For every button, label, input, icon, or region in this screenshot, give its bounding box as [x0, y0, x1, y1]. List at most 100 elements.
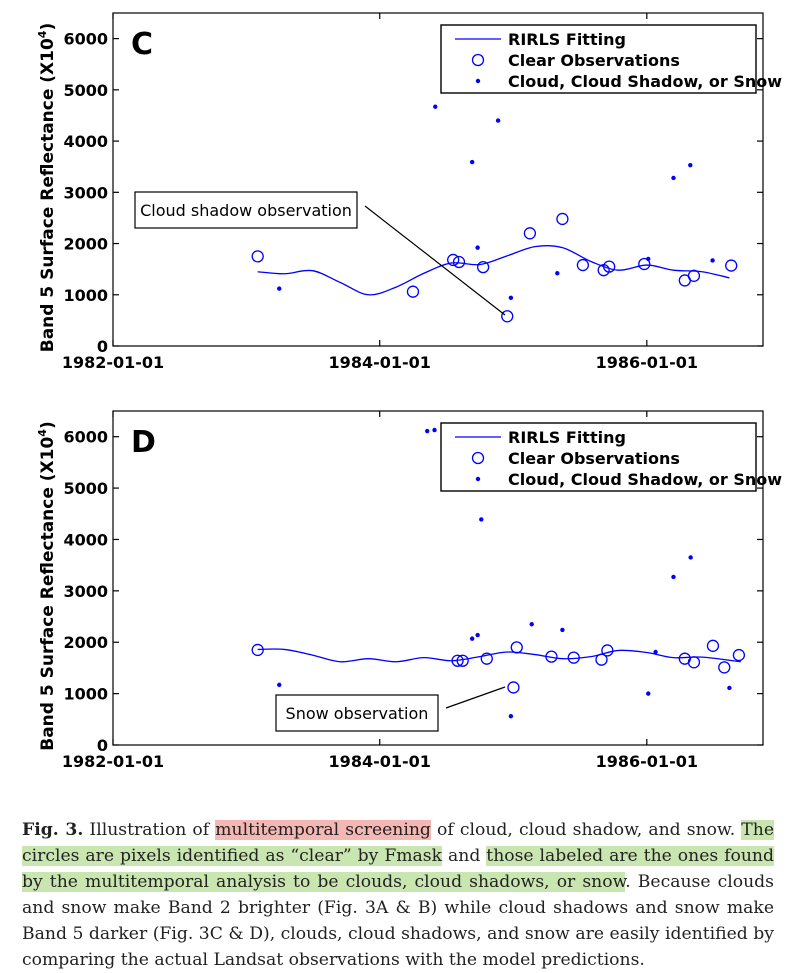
cloud-shadow-snow-point: [727, 685, 732, 691]
y-tick-label: 4000: [63, 132, 108, 151]
clear-observation-point: [452, 255, 466, 269]
clear-observation-point: [451, 654, 464, 667]
y-tick-label: 2000: [63, 633, 108, 652]
x-tick-label: 1984-01-01: [329, 752, 431, 771]
y-tick-label: 5000: [63, 81, 108, 100]
cloud-shadow-snow-point: [433, 104, 438, 109]
clear-observation-point: [510, 641, 523, 654]
clear-observation-point: [638, 257, 651, 271]
clear-observation-point: [501, 310, 514, 323]
y-tick-label: 6000: [63, 428, 108, 447]
clear-observation-point: [556, 212, 569, 226]
clear-observation-point: [251, 250, 264, 263]
cloud-shadow-snow-point: [479, 517, 484, 522]
legend-circle-swatch: [471, 53, 485, 67]
clear-observation-point: [567, 651, 580, 664]
x-tick-label: 1982-01-01: [62, 752, 164, 771]
legend-entry: Clear Observations: [508, 449, 680, 468]
clear-observation-point: [480, 652, 493, 665]
cloud-shadow-snow-point: [671, 175, 676, 181]
legend-entry: Cloud, Cloud Shadow, or Snow: [508, 72, 782, 91]
legend-dot-swatch: [475, 476, 481, 482]
y-tick-label: 3000: [63, 582, 108, 601]
clear-observation-point: [687, 269, 701, 282]
cloud-shadow-snow-point: [475, 245, 480, 250]
cloud-shadow-snow-point: [508, 714, 514, 719]
clear-observation-point: [251, 643, 264, 657]
cloud-shadow-snow-point: [432, 427, 437, 433]
annotation-text: Snow observation: [286, 704, 429, 723]
cloud-shadow-snow-point: [671, 574, 676, 580]
cloud-shadow-snow-point: [646, 256, 651, 262]
rirls-fitting-line: [257, 245, 730, 296]
x-tick-label: 1986-01-01: [596, 752, 698, 771]
legend-box: [440, 24, 757, 94]
clear-observation-point: [725, 259, 738, 272]
y-tick-label: 2000: [63, 235, 108, 254]
figure-caption: Fig. 3. Illustration of multitemporal sc…: [22, 817, 774, 973]
y-tick-label: 1000: [63, 286, 108, 305]
legend-dot-swatch: [475, 78, 481, 84]
clear-observation-point: [523, 227, 537, 240]
legend: RIRLS Fitting Clear Observations Cloud, Cl…: [440, 422, 782, 492]
clear-observation-point: [595, 653, 608, 666]
clear-observation-point: [687, 656, 701, 669]
plot-area: [112, 410, 764, 746]
y-tick-label: 1000: [63, 685, 108, 704]
panel-letter: D: [131, 425, 156, 460]
clear-observation-point: [576, 258, 590, 272]
clear-observation-point: [406, 285, 420, 298]
caption-text-1: Illustration of: [83, 820, 216, 841]
cloud-shadow-snow-point: [646, 691, 651, 696]
caption-text-3: and: [442, 846, 487, 867]
y-tick-label: 3000: [63, 183, 108, 202]
cloud-shadow-snow-point: [653, 649, 658, 655]
legend-circle-swatch: [471, 451, 485, 465]
clear-observation-point: [456, 654, 469, 667]
panel-letter: C: [131, 27, 153, 62]
legend: RIRLS Fitting Clear Observations Cloud, Cl…: [440, 24, 782, 94]
chart-panel-d: 0 1000 2000 3000 4000 5000 6000 1982-01-01 1984-…: [36, 410, 782, 771]
cloud-shadow-snow-point: [277, 286, 282, 291]
cloud-shadow-snow-point: [560, 627, 565, 633]
cloud-shadow-snow-point: [469, 636, 475, 641]
cloud-shadow-snow-point: [475, 632, 480, 638]
y-tick-label: 0: [97, 337, 108, 356]
y-tick-label: 6000: [63, 30, 108, 49]
legend-entry: Cloud, Cloud Shadow, or Snow: [508, 470, 782, 489]
cloud-shadow-snow-point: [508, 295, 514, 301]
cloud-shadow-snow-point: [688, 162, 693, 168]
clear-observation-point: [603, 260, 616, 273]
caption-label: Fig. 3.: [22, 820, 84, 841]
cloud-shadow-snow-point: [710, 258, 715, 263]
cloud-shadow-snow-point: [688, 555, 693, 560]
clear-observation-point: [601, 644, 614, 657]
clear-observation-point: [706, 639, 720, 652]
clear-observation-point: [732, 648, 746, 662]
clear-observation-point: [507, 681, 520, 694]
annotation-text: Cloud shadow observation: [140, 201, 352, 220]
clear-observation-point: [718, 661, 731, 674]
cloud-shadow-snow-point: [495, 118, 501, 123]
figure: 0 1000 2000 3000 4000 5000 6000 1982-01-01 1984-…: [36, 12, 782, 771]
y-tick-label: 5000: [63, 479, 108, 498]
plot-area: [112, 12, 764, 347]
figure-svg: 0 1000 2000 3000 4000 5000 6000 1982-01-01 1984-…: [36, 12, 782, 771]
cloud-shadow-snow-point: [555, 271, 560, 276]
legend-entry: RIRLS Fitting: [508, 30, 626, 49]
cloud-shadow-snow-point: [277, 682, 282, 688]
annotation-pointer: [364, 205, 506, 316]
x-tick-label: 1984-01-01: [329, 353, 431, 372]
clear-observation-point: [476, 260, 490, 274]
caption-text-2: of cloud, cloud shadow, and snow.: [430, 820, 742, 841]
legend-entry: Clear Observations: [508, 51, 680, 70]
cloud-shadow-snow-point: [469, 159, 475, 165]
cloud-shadow-snow-point: [425, 428, 430, 434]
chart-panel-c: 0 1000 2000 3000 4000 5000 6000 1982-01-01 1984-…: [36, 12, 782, 372]
rirls-fitting-line: [257, 648, 741, 663]
x-tick-label: 1986-01-01: [596, 353, 698, 372]
clear-observation-point: [545, 650, 558, 663]
y-axis-label: Band 5 Surface Reflectance (X104): [36, 421, 58, 751]
legend-entry: RIRLS Fitting: [508, 428, 626, 447]
caption-highlight-1: multitemporal screening: [215, 820, 431, 841]
